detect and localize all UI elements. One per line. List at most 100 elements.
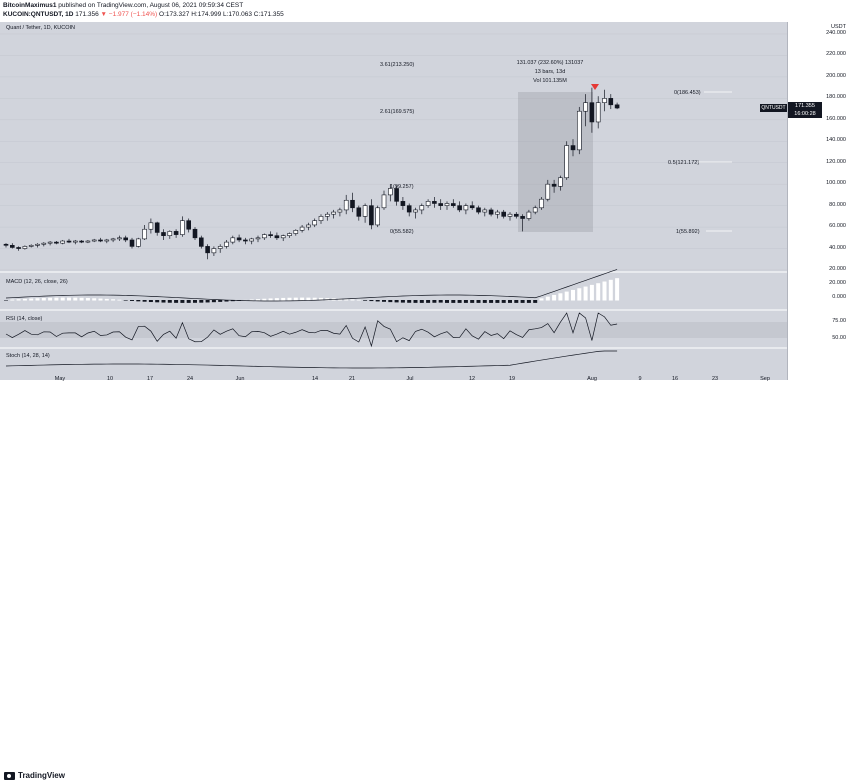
macd-bar <box>123 300 128 301</box>
candle-body <box>350 199 355 209</box>
candle-body <box>457 205 462 211</box>
candle-body <box>293 230 299 234</box>
macd-bar <box>67 297 71 301</box>
symbol-line: KUCOIN:QNTUSDT, 1D <box>3 11 74 18</box>
date-tick: 21 <box>349 376 355 382</box>
macd-bar <box>268 298 273 301</box>
candle-body <box>117 237 122 240</box>
candle-body <box>268 234 273 236</box>
candle-body <box>154 222 160 233</box>
chart-area[interactable] <box>0 22 850 380</box>
current-price-value: 171.355 <box>795 103 815 109</box>
macd-bar <box>306 297 311 301</box>
fib-label: 0(186.453) <box>674 90 701 96</box>
candle-body <box>217 246 223 249</box>
macd-line <box>5 269 618 302</box>
candle-body <box>532 207 538 213</box>
macd-bar <box>337 298 342 301</box>
macd-bar <box>174 300 179 303</box>
macd-bar <box>363 300 368 301</box>
macd-bar <box>615 278 620 301</box>
date-tick: 17 <box>147 376 153 382</box>
macd-bar <box>457 300 462 303</box>
candle-body <box>224 241 229 247</box>
macd-bar <box>60 297 65 301</box>
macd-bar <box>413 300 418 303</box>
macd-bar <box>92 298 97 301</box>
current-price-text: 171.356 <box>75 11 99 18</box>
high-text: H:174.999 <box>191 11 222 18</box>
candle-body <box>463 205 469 211</box>
open-text: O:173.327 <box>159 11 190 18</box>
macd-bar <box>445 300 449 303</box>
fib-label: 3.61(213.250) <box>380 62 414 68</box>
macd-bar <box>407 300 412 303</box>
candle-body <box>337 209 343 213</box>
macd-bar <box>48 297 53 301</box>
macd-bar <box>180 300 185 303</box>
candle-body <box>545 183 551 200</box>
candle-body <box>369 205 374 226</box>
candle-body <box>343 199 349 211</box>
macd-bar <box>520 300 525 303</box>
macd-bar <box>256 299 260 301</box>
candle-body <box>22 246 28 249</box>
candle-body <box>98 239 103 242</box>
candle-body <box>495 211 500 215</box>
macd-bar <box>564 291 569 301</box>
macd-bar <box>526 300 531 303</box>
price-tick: 220.000 <box>826 51 846 58</box>
candle-body <box>564 145 570 179</box>
date-tick: Jul <box>406 376 413 382</box>
publisher-name[interactable]: BitcoinMaximus1 <box>3 2 57 9</box>
price-tick: 140.000 <box>826 137 846 144</box>
date-tick: 19 <box>509 376 515 382</box>
price-scale[interactable] <box>787 22 850 380</box>
candle-body <box>129 239 135 247</box>
candle-body <box>255 237 261 240</box>
ohlc-line: KUCOIN:QNTUSDT, 1D 171.356 ▼ −1.977 (−1.… <box>3 11 284 18</box>
macd-bar <box>388 300 393 303</box>
candle-body <box>16 247 21 249</box>
candle-body <box>595 102 601 123</box>
macd-bar <box>344 299 349 301</box>
macd-bar <box>394 300 399 303</box>
macd-title: MACD (12, 26, close, 26) <box>6 279 68 285</box>
candle-body <box>180 220 185 235</box>
candle-body <box>91 239 97 242</box>
price-tick: 240.000 <box>826 30 846 36</box>
candle-body <box>576 110 582 151</box>
macd-bar <box>22 298 27 301</box>
candle-body <box>173 231 179 235</box>
macd-bar <box>426 300 431 303</box>
macd-bar <box>482 300 487 303</box>
currency-label: USDT <box>831 24 846 30</box>
candle-body <box>85 240 91 243</box>
macd-bar <box>117 299 122 301</box>
macd-bar <box>533 300 538 303</box>
candle-body <box>450 203 456 206</box>
macd-bar <box>382 300 386 302</box>
price-tick: 120.000 <box>826 158 846 165</box>
macd-bar <box>571 289 575 301</box>
candle-body <box>476 207 481 213</box>
macd-bar <box>583 286 588 301</box>
date-tick: Aug <box>587 376 597 382</box>
candle-body <box>602 98 607 103</box>
candle-body <box>230 237 236 243</box>
tradingview-logo[interactable]: TradingView <box>4 771 65 780</box>
price-tick: 100.000 <box>826 180 846 187</box>
candle-body <box>583 102 588 112</box>
candle-body <box>507 213 513 217</box>
macd-bar <box>287 297 292 301</box>
chart-canvas[interactable]: 3.61(213.250) 2.61(169.575) 1(99.257) 0(55.… <box>0 0 850 403</box>
candle-body <box>608 98 614 106</box>
candle-body <box>381 194 387 209</box>
candle-body <box>192 228 198 239</box>
date-tick: 10 <box>107 376 113 382</box>
candle-body <box>47 241 53 244</box>
macd-bar <box>130 300 134 301</box>
candle-body <box>306 224 311 228</box>
current-price-tag: 171.355 16:00:28 <box>788 102 822 118</box>
macd-tick-0: 0.000 <box>832 294 846 300</box>
